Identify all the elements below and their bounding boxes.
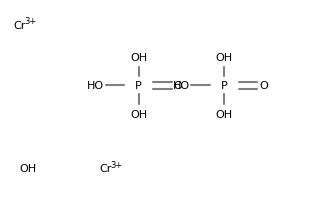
Text: 3+: 3+ — [25, 17, 37, 25]
Text: Cr: Cr — [99, 163, 112, 173]
Text: HO: HO — [173, 81, 190, 91]
Text: 3+: 3+ — [111, 161, 123, 169]
Text: OH: OH — [216, 109, 233, 119]
Text: O: O — [173, 81, 182, 91]
Text: P: P — [221, 81, 228, 91]
Text: OH: OH — [130, 109, 147, 119]
Text: Cr: Cr — [13, 21, 26, 31]
Text: O: O — [259, 81, 268, 91]
Text: OH: OH — [216, 53, 233, 63]
Text: P: P — [135, 81, 142, 91]
Text: OH: OH — [130, 53, 147, 63]
Text: HO: HO — [87, 81, 104, 91]
Text: OH: OH — [20, 163, 37, 173]
